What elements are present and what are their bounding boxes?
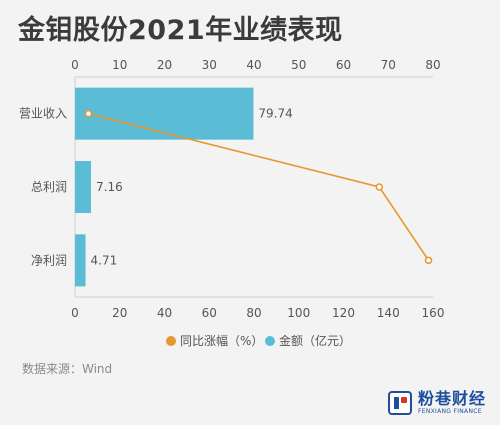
bottom-tick-label: 100 (287, 306, 310, 320)
growth-point (424, 256, 433, 265)
bottom-tick-label: 140 (377, 306, 400, 320)
bottom-tick-label: 0 (71, 306, 79, 320)
bottom-tick-label: 20 (112, 306, 127, 320)
bottom-tick-label: 40 (157, 306, 172, 320)
brand-english: FENXIANG FINANCE (417, 408, 482, 415)
data-source: 数据来源：Wind (22, 362, 113, 376)
top-tick-label: 60 (336, 58, 351, 72)
bottom-tick-label: 80 (246, 306, 261, 320)
top-tick-label: 30 (202, 58, 217, 72)
category-label: 营业收入 (19, 107, 67, 121)
category-label: 总利润 (31, 180, 67, 194)
bar (75, 87, 254, 140)
brand-logo: 粉巷财经 FENXIANG FINANCE (387, 389, 486, 415)
bar-value-label: 7.16 (96, 180, 123, 194)
brand-name: 粉巷财经 (417, 389, 486, 408)
top-tick-label: 20 (157, 58, 172, 72)
top-tick-label: 10 (112, 58, 127, 72)
top-tick-label: 70 (381, 58, 396, 72)
legend-label-growth: 同比涨幅（%） (180, 333, 263, 348)
bar (75, 234, 86, 287)
bar-value-label: 4.71 (91, 253, 118, 267)
top-tick-label: 0 (71, 58, 79, 72)
growth-point (375, 183, 384, 191)
legend-swatch-growth (166, 336, 176, 346)
bottom-tick-label: 60 (202, 306, 217, 320)
category-label: 净利润 (31, 253, 67, 267)
growth-point (84, 109, 93, 118)
top-tick-label: 40 (246, 58, 261, 72)
bottom-tick-label: 120 (332, 306, 355, 320)
bottom-tick-label: 160 (422, 306, 445, 320)
legend-label-amount: 金额（亿元） (279, 333, 351, 348)
top-tick-label: 50 (291, 58, 306, 72)
legend-swatch-amount (265, 336, 275, 346)
bar-value-label: 79.74 (258, 107, 292, 121)
bar (75, 161, 92, 213)
chart-title: 金钼股份2021年业绩表现 (18, 15, 343, 46)
brand-icon (387, 391, 412, 415)
top-tick-label: 80 (425, 58, 440, 72)
